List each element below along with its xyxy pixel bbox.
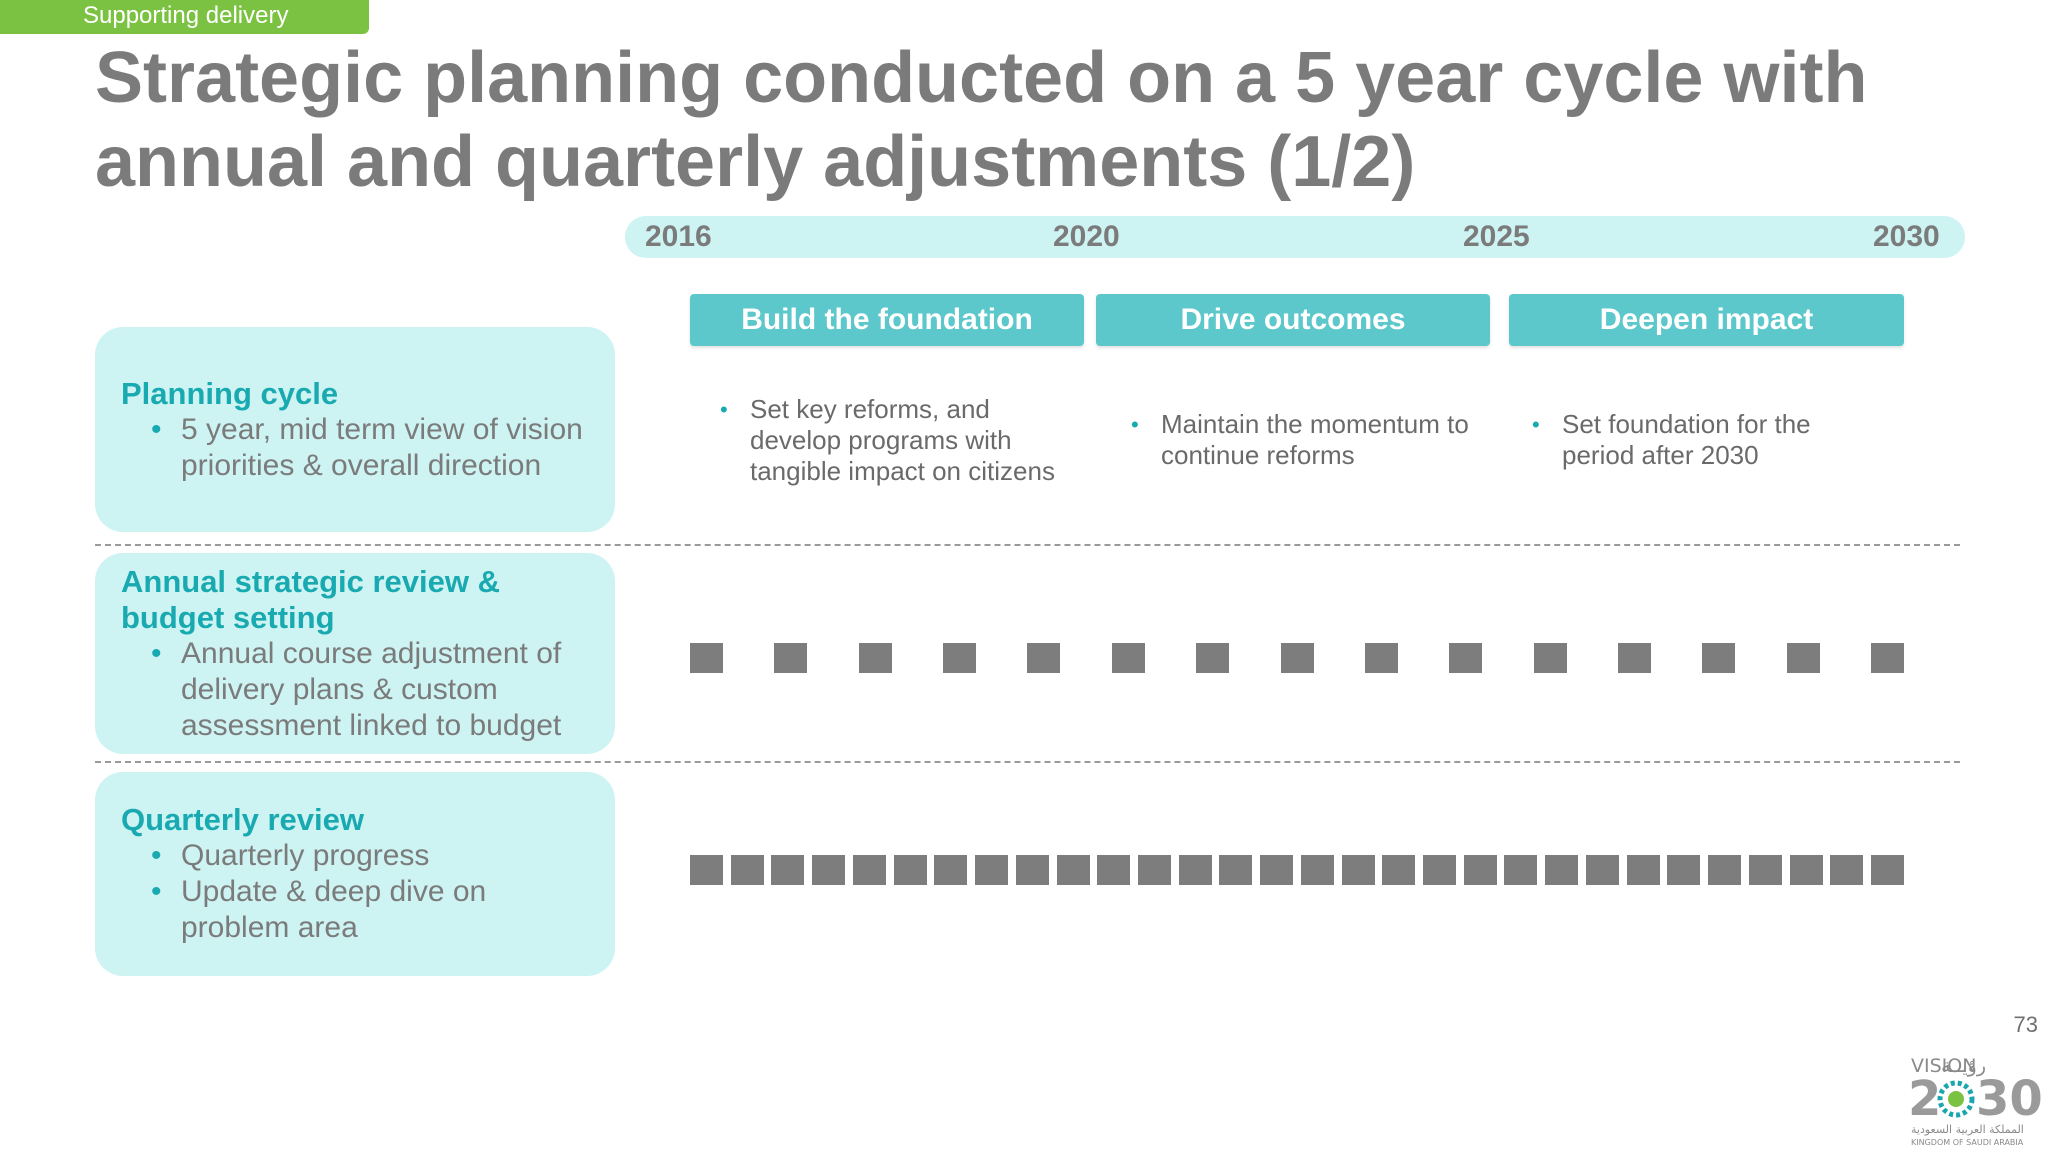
row-planning-cycle: Planning cycle 5 year, mid term view of … — [95, 327, 615, 532]
quarterly-marker — [1341, 855, 1375, 885]
row-quarterly-review: Quarterly review Quarterly progress Upda… — [95, 772, 615, 976]
phase-build-foundation: Build the foundation — [690, 294, 1084, 346]
annual-marker — [1449, 643, 1483, 673]
phase-2-line-2: continue reforms — [1161, 440, 1355, 470]
page-number: 73 — [2013, 1012, 2038, 1037]
quarterly-review-bullets: Quarterly progress Update & deep dive on… — [121, 838, 591, 946]
quarterly-marker — [1504, 855, 1538, 885]
phase-3-line-1: Set foundation for the — [1562, 409, 1811, 439]
annual-marker — [1196, 643, 1230, 673]
quarterly-marker — [730, 855, 764, 885]
quarterly-review-bullet-1: Quarterly progress — [121, 838, 591, 874]
quarterly-marker — [1178, 855, 1212, 885]
phase-2-description: Maintain the momentum to continue reform… — [1131, 409, 1511, 471]
vision-2030-logo: VISION رؤيــة 2 30 المملكة العربية السعو… — [1908, 1055, 2043, 1147]
title-line-1: Strategic planning conducted on a 5 year… — [95, 38, 1868, 118]
quarterly-review-bullet-2: Update & deep dive on problem area — [121, 874, 591, 946]
annual-marker — [1533, 643, 1567, 673]
annual-marker — [774, 643, 808, 673]
svg-text:VISION: VISION — [1911, 1055, 1976, 1077]
phase-1-bullet: Set key reforms, and develop programs wi… — [720, 394, 1100, 487]
annual-review-bullets: Annual course adjustment of delivery pla… — [121, 636, 591, 744]
phase-3-description: Set foundation for the period after 2030 — [1532, 409, 1912, 471]
annual-marker — [943, 643, 977, 673]
phase-3-line-2: period after 2030 — [1562, 440, 1759, 470]
phase-1-line-1: Set key reforms, and — [750, 394, 990, 424]
quarterly-marker — [812, 855, 846, 885]
annual-marker — [1111, 643, 1145, 673]
row-annual-review: Annual strategic review & budget setting… — [95, 553, 615, 754]
quarterly-marker — [1382, 855, 1416, 885]
annual-marker — [1617, 643, 1651, 673]
annual-marker — [858, 643, 892, 673]
year-2016: 2016 — [645, 220, 712, 253]
quarterly-marker — [1545, 855, 1579, 885]
annual-marker — [1786, 643, 1820, 673]
quarterly-marker — [1871, 855, 1904, 885]
section-tag: Supporting delivery — [0, 0, 369, 34]
svg-text:KINGDOM OF SAUDI ARABIA: KINGDOM OF SAUDI ARABIA — [1911, 1138, 2024, 1147]
quarterly-marker — [1423, 855, 1457, 885]
phase-1-description: Set key reforms, and develop programs wi… — [720, 394, 1100, 487]
quarterly-marker — [1830, 855, 1864, 885]
quarterly-marker — [1260, 855, 1294, 885]
year-2020: 2020 — [1053, 220, 1120, 253]
phase-1-line-2: develop programs with — [750, 425, 1012, 455]
quarterly-marker — [1300, 855, 1334, 885]
quarterly-marker — [1667, 855, 1701, 885]
quarterly-marker — [934, 855, 968, 885]
quarterly-marker — [1585, 855, 1619, 885]
annual-marker — [1027, 643, 1061, 673]
row-divider-1 — [95, 544, 1960, 546]
planning-cycle-bullet-1: 5 year, mid term view of vision prioriti… — [121, 412, 591, 484]
quarterly-marker — [690, 855, 723, 885]
planning-cycle-bullets: 5 year, mid term view of vision prioriti… — [121, 412, 591, 484]
svg-text:رؤيــة: رؤيــة — [1941, 1055, 1986, 1077]
quarterly-review-title: Quarterly review — [121, 802, 364, 837]
quarterly-marker — [771, 855, 805, 885]
timeline-bar: 2016 2020 2025 2030 — [625, 216, 1965, 258]
quarterly-marker — [1748, 855, 1782, 885]
quarterly-marker — [1056, 855, 1090, 885]
phase-2-bullet: Maintain the momentum to continue reform… — [1131, 409, 1511, 471]
phase-drive-outcomes: Drive outcomes — [1096, 294, 1490, 346]
quarterly-marker — [1708, 855, 1742, 885]
year-2030: 2030 — [1873, 220, 1940, 253]
quarterly-marker — [852, 855, 886, 885]
annual-marker — [1702, 643, 1736, 673]
year-2025: 2025 — [1463, 220, 1530, 253]
quarterly-marker — [1463, 855, 1497, 885]
phase-3-bullet: Set foundation for the period after 2030 — [1532, 409, 1912, 471]
annual-review-bullet-1: Annual course adjustment of delivery pla… — [121, 636, 591, 744]
svg-text:2: 2 — [1908, 1071, 1941, 1127]
annual-marker — [1871, 643, 1904, 673]
quarterly-marker — [1219, 855, 1253, 885]
annual-marker — [1280, 643, 1314, 673]
annual-marker — [1364, 643, 1398, 673]
title-line-2: annual and quarterly adjustments (1/2) — [95, 122, 1416, 202]
phase-1-line-3: tangible impact on citizens — [750, 456, 1055, 486]
quarterly-marker — [1626, 855, 1660, 885]
phase-2-line-1: Maintain the momentum to — [1161, 409, 1469, 439]
quarterly-marker — [975, 855, 1009, 885]
annual-marker — [690, 643, 723, 673]
quarterly-marker — [1137, 855, 1171, 885]
quarterly-marker — [1097, 855, 1131, 885]
quarterly-marker — [1789, 855, 1823, 885]
annual-review-title: Annual strategic review & budget setting — [121, 563, 501, 635]
page-title: Strategic planning conducted on a 5 year… — [95, 36, 1995, 204]
svg-text:المملكة العربية السعودية: المملكة العربية السعودية — [1911, 1123, 2024, 1136]
svg-text:30: 30 — [1976, 1071, 2043, 1127]
quarterly-marker — [893, 855, 927, 885]
planning-cycle-title: Planning cycle — [121, 375, 339, 411]
phase-deepen-impact: Deepen impact — [1509, 294, 1904, 346]
row-divider-2 — [95, 761, 1960, 763]
quarterly-marker — [1015, 855, 1049, 885]
